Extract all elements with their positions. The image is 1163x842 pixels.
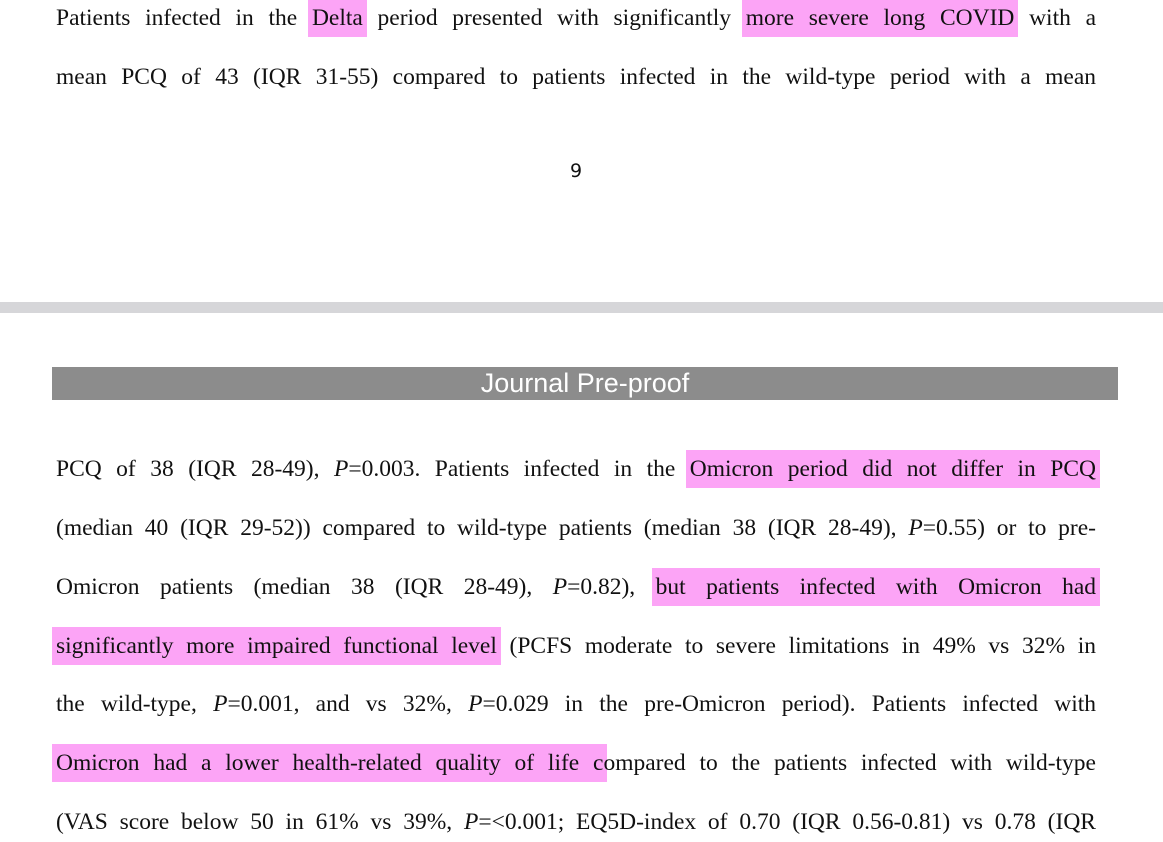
page-number: 9 bbox=[569, 160, 583, 182]
text-run: with a bbox=[1014, 5, 1097, 31]
italic-text: P bbox=[213, 691, 228, 717]
text-run: =0.003. Patients infected in the bbox=[348, 456, 690, 482]
journal-preproof-banner: Journal Pre-proof bbox=[52, 367, 1118, 400]
text-run: period presented with significantly bbox=[362, 5, 746, 31]
text-run: the wild-type, bbox=[56, 691, 214, 717]
document-page-previous: Patients infected in the Delta period pr… bbox=[0, 0, 1163, 302]
paragraph-line: significantly more impaired functional l… bbox=[52, 627, 1096, 665]
text-run: mean PCQ of 43 (IQR 31-55) compared to p… bbox=[56, 64, 1096, 90]
paragraph-line: Patients infected in the Delta period pr… bbox=[56, 0, 1097, 37]
italic-text: P bbox=[463, 809, 479, 835]
page-separator bbox=[0, 302, 1163, 313]
text-run: =0.55) or to pre- bbox=[922, 515, 1097, 541]
text-run: (VAS score below 50 in 61% vs 39%, bbox=[56, 809, 464, 835]
italic-text: P bbox=[908, 515, 923, 541]
text-run: Patients infected in the bbox=[56, 5, 312, 31]
highlighted-text: Omicron had a lower health-related quali… bbox=[52, 744, 608, 782]
text-run: =0.029 in the pre-Omicron period). Patie… bbox=[482, 691, 1097, 717]
paragraph-line: (median 40 (IQR 29-52)) compared to wild… bbox=[56, 513, 1096, 543]
highlighted-text: significantly more impaired functional l… bbox=[52, 627, 501, 665]
paragraph-line: (VAS score below 50 in 61% vs 39%, P=<0.… bbox=[56, 807, 1096, 837]
text-run: ompared to the patients infected with wi… bbox=[603, 750, 1096, 776]
text-run: =<0.001; EQ5D-index of 0.70 (IQR 0.56-0.… bbox=[478, 809, 1096, 835]
paragraph-line: the wild-type, P=0.001, and vs 32%, P=0.… bbox=[56, 689, 1096, 719]
paragraph-line: PCQ of 38 (IQR 28-49), P=0.003. Patients… bbox=[56, 450, 1100, 488]
text-run: (median 40 (IQR 29-52)) compared to wild… bbox=[56, 515, 909, 541]
highlighted-text: but patients infected with Omicron had bbox=[651, 568, 1100, 606]
document-page-current: Journal Pre-proof PCQ of 38 (IQR 28-49),… bbox=[0, 313, 1163, 842]
italic-text: P bbox=[468, 691, 483, 717]
text-run: Omicron patients (median 38 (IQR 28-49), bbox=[56, 574, 553, 600]
highlighted-text: more severe long COVID bbox=[741, 0, 1019, 37]
text-run: (PCFS moderate to severe limitations in … bbox=[496, 633, 1096, 659]
paragraph-line: Omicron patients (median 38 (IQR 28-49),… bbox=[56, 568, 1100, 606]
highlighted-text: Delta bbox=[307, 0, 367, 37]
text-run: PCQ of 38 (IQR 28-49), bbox=[56, 456, 334, 482]
italic-text: P bbox=[333, 456, 349, 482]
text-run: =0.82), bbox=[567, 574, 656, 600]
paragraph-line: Omicron had a lower health-related quali… bbox=[52, 744, 1096, 782]
italic-text: P bbox=[552, 574, 568, 600]
highlighted-text: Omicron period did not differ in PCQ bbox=[685, 450, 1100, 488]
paragraph-line: mean PCQ of 43 (IQR 31-55) compared to p… bbox=[56, 62, 1096, 92]
text-run: =0.001, and vs 32%, bbox=[227, 691, 469, 717]
